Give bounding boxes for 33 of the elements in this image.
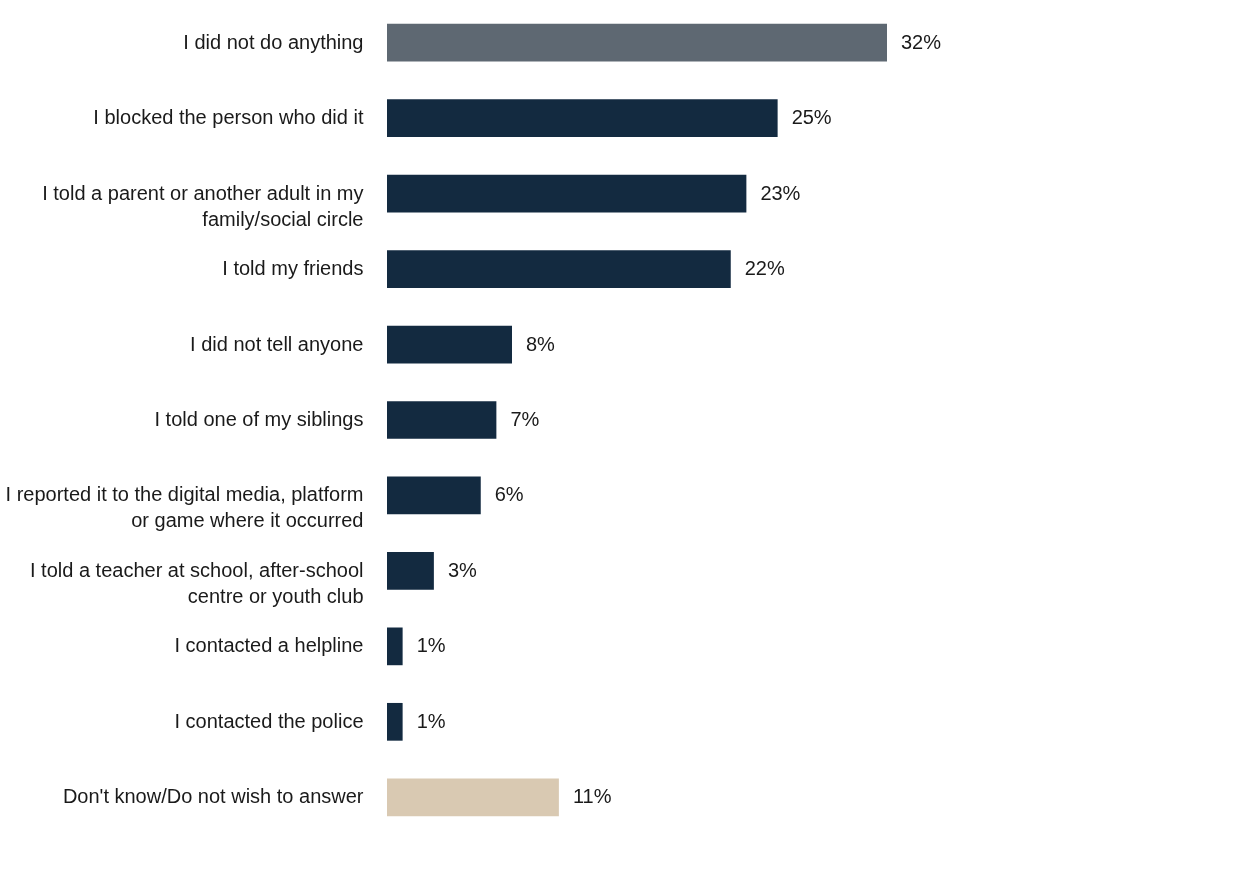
y-tick-label: I did not do anything bbox=[183, 30, 364, 53]
data-label: 23% bbox=[760, 181, 801, 204]
y-tick-label: I reported it to the digital media, platform or game where it occurred bbox=[5, 483, 364, 532]
bar bbox=[387, 174, 747, 213]
bar bbox=[387, 23, 887, 62]
bar bbox=[387, 702, 403, 741]
bar bbox=[387, 401, 497, 439]
y-tick-label: I did not tell anyone bbox=[190, 332, 364, 355]
bar bbox=[387, 627, 403, 666]
bar bbox=[387, 552, 434, 590]
bar bbox=[387, 476, 481, 515]
y-tick-label: I told one of my siblings bbox=[154, 408, 364, 430]
y-tick-label: I contacted the police bbox=[174, 709, 364, 732]
y-tick-label: I told my friends bbox=[222, 257, 364, 280]
data-label: 22% bbox=[744, 257, 785, 280]
bar bbox=[387, 250, 731, 288]
bar bbox=[387, 325, 512, 364]
bar bbox=[387, 778, 559, 817]
y-tick-label: Don't know/Do not wish to answer bbox=[62, 785, 364, 808]
bar bbox=[387, 99, 778, 138]
data-label: 25% bbox=[791, 106, 832, 129]
data-label: 8% bbox=[526, 332, 556, 355]
data-label: 3% bbox=[447, 558, 477, 581]
data-label: 11% bbox=[572, 785, 612, 808]
data-label: 1% bbox=[416, 709, 446, 732]
y-tick-label: I contacted a helpline bbox=[174, 634, 364, 657]
y-tick-label: I blocked the person who did it bbox=[93, 106, 364, 129]
data-label: 1% bbox=[416, 634, 446, 657]
data-label: 7% bbox=[510, 408, 540, 430]
data-label: 6% bbox=[494, 483, 524, 506]
y-tick-label: I told a teacher at school, after-school centre or youth club bbox=[29, 558, 364, 607]
y-tick-label: I told a parent or another adult in my family/social circle bbox=[42, 181, 364, 230]
data-label: 32% bbox=[901, 30, 942, 53]
